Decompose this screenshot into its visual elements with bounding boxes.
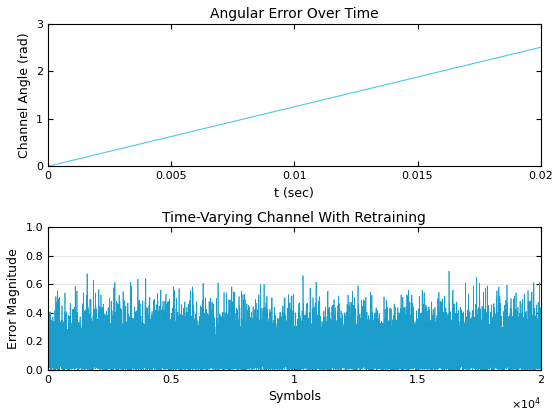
X-axis label: t (sec): t (sec) bbox=[274, 186, 314, 199]
X-axis label: Symbols: Symbols bbox=[268, 391, 321, 404]
Title: Time-Varying Channel With Retraining: Time-Varying Channel With Retraining bbox=[162, 211, 426, 225]
Title: Angular Error Over Time: Angular Error Over Time bbox=[210, 7, 379, 21]
Y-axis label: Error Magnitude: Error Magnitude bbox=[7, 248, 20, 349]
Text: $\times10^4$: $\times10^4$ bbox=[511, 396, 541, 412]
Y-axis label: Channel Angle (rad): Channel Angle (rad) bbox=[17, 32, 31, 158]
